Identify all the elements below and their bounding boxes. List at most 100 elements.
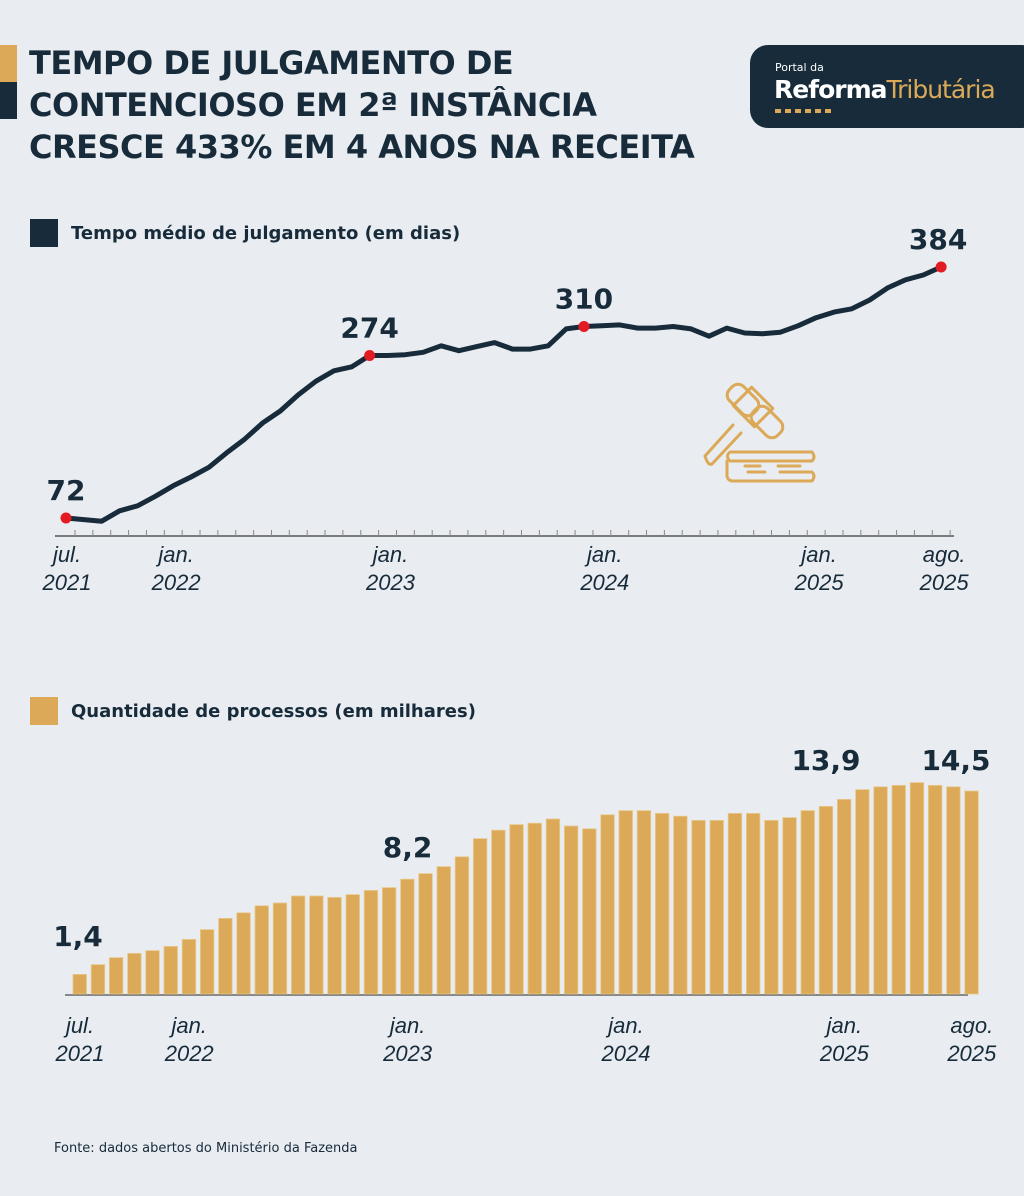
bar-x-tick-label-year: 2025: [946, 1041, 997, 1066]
line-x-tick-label-year: 2023: [365, 570, 416, 595]
logo-main-text: ReformaTributária: [774, 75, 996, 104]
bar: [909, 782, 925, 995]
bar: [109, 957, 124, 995]
bar-x-tick-label-year: 2024: [601, 1041, 651, 1066]
page-title: TEMPO DE JULGAMENTO DE CONTENCIOSO EM 2ª…: [29, 42, 695, 168]
bar: [727, 813, 743, 995]
bar: [636, 810, 652, 995]
title-line-1: TEMPO DE JULGAMENTO DE: [29, 44, 514, 82]
bar: [764, 820, 779, 995]
bar: [290, 895, 306, 995]
bar-x-tick-label-year: 2025: [819, 1041, 870, 1066]
bar: [127, 953, 142, 995]
accent-bar-navy: [0, 82, 17, 119]
bar-data-label: 8,2: [383, 831, 433, 864]
bar: [454, 856, 470, 995]
bar: [509, 824, 524, 995]
line-x-tick-label-year: 2025: [794, 570, 845, 595]
line-x-tick-label-month: jan.: [584, 542, 622, 567]
bar: [873, 786, 888, 995]
bar: [582, 828, 597, 995]
bar: [309, 895, 324, 995]
line-series-tempo-medio: [63, 264, 944, 524]
line-highlight-dot: [578, 321, 590, 333]
bar: [837, 799, 852, 995]
bar-x-tick-label-month: jan.: [168, 1013, 206, 1038]
logo-small-text: Portal da: [775, 61, 824, 74]
bar: [327, 897, 342, 995]
line-legend: Tempo médio de julgamento (em dias): [30, 219, 460, 247]
line-x-tick-label-year: 2025: [919, 570, 970, 595]
bar: [655, 813, 670, 995]
bar: [746, 813, 761, 995]
bar: [272, 902, 288, 995]
accent-bar-gold: [0, 45, 17, 82]
bar-x-tick-label-month: jan.: [387, 1013, 425, 1038]
bar: [181, 939, 197, 995]
line-data-label: 274: [340, 311, 398, 344]
line-data-label: 72: [47, 474, 86, 507]
bar: [254, 905, 269, 995]
bar-x-tick-label-month: jul.: [63, 1013, 94, 1038]
line-x-tick-label-month: ago.: [923, 542, 966, 567]
line-x-tick-label-month: jan.: [155, 542, 193, 567]
bar-data-label: 13,9: [791, 744, 860, 777]
line-legend-label: Tempo médio de julgamento (em dias): [71, 222, 461, 244]
bar: [491, 829, 506, 995]
bar: [928, 785, 943, 995]
bar: [145, 950, 160, 995]
bar: [946, 786, 961, 995]
bar: [818, 806, 834, 995]
bar-x-tick-label-month: jan.: [605, 1013, 643, 1038]
line-highlight-dot: [60, 512, 72, 524]
bar: [564, 825, 579, 995]
bar: [600, 814, 615, 995]
legend-swatch-gold: [30, 697, 58, 725]
bar: [472, 838, 488, 995]
bar-x-tick-label-year: 2022: [164, 1041, 214, 1066]
bar: [163, 946, 178, 995]
bar: [345, 894, 360, 995]
bar: [891, 785, 906, 995]
logo-word-1: Reforma: [774, 75, 888, 104]
line-data-label: 384: [909, 223, 967, 256]
bar: [363, 890, 379, 995]
line-data-label: 310: [555, 283, 613, 316]
line-x-tick-label-month: jan.: [798, 542, 836, 567]
line-highlight-dot: [364, 349, 376, 361]
bar: [418, 873, 433, 995]
portal-logo: Portal da ReformaTributária: [750, 45, 1024, 128]
line-x-tick-label-month: jul.: [50, 542, 81, 567]
title-line-2: CONTENCIOSO EM 2ª INSTÂNCIA: [29, 86, 597, 124]
bar: [545, 818, 561, 995]
bar: [855, 789, 870, 995]
logo-dots: [775, 109, 835, 113]
line-x-tick-label-year: 2024: [579, 570, 629, 595]
bar-x-tick-label-month: ago.: [950, 1013, 993, 1038]
bar-x-tick-label-month: jan.: [824, 1013, 862, 1038]
bar: [90, 964, 106, 995]
bar: [199, 929, 215, 995]
bar: [72, 974, 87, 995]
bar: [527, 822, 542, 995]
bar: [381, 887, 397, 995]
source-note: Fonte: dados abertos do Ministério da Fa…: [54, 1141, 358, 1156]
line-x-tick-label-year: 2021: [42, 570, 92, 595]
logo-word-2: Tributária: [886, 75, 996, 104]
line-highlight-dot: [935, 261, 947, 273]
bar: [236, 912, 251, 995]
bar: [782, 817, 797, 995]
bar: [964, 790, 979, 995]
title-line-3: CRESCE 433% EM 4 ANOS NA RECEITA: [29, 128, 695, 166]
bar-data-label: 1,4: [53, 920, 103, 953]
gavel-icon: [703, 382, 816, 483]
bar: [800, 810, 815, 995]
bar: [691, 820, 706, 995]
line-x-tick-label-month: jan.: [370, 542, 408, 567]
bar-x-tick-label-year: 2023: [382, 1041, 433, 1066]
line-x-tick-label-year: 2022: [151, 570, 201, 595]
bar: [436, 866, 451, 995]
bar-legend: Quantidade de processos (em milhares): [30, 697, 476, 725]
bar-data-label: 14,5: [921, 744, 990, 777]
